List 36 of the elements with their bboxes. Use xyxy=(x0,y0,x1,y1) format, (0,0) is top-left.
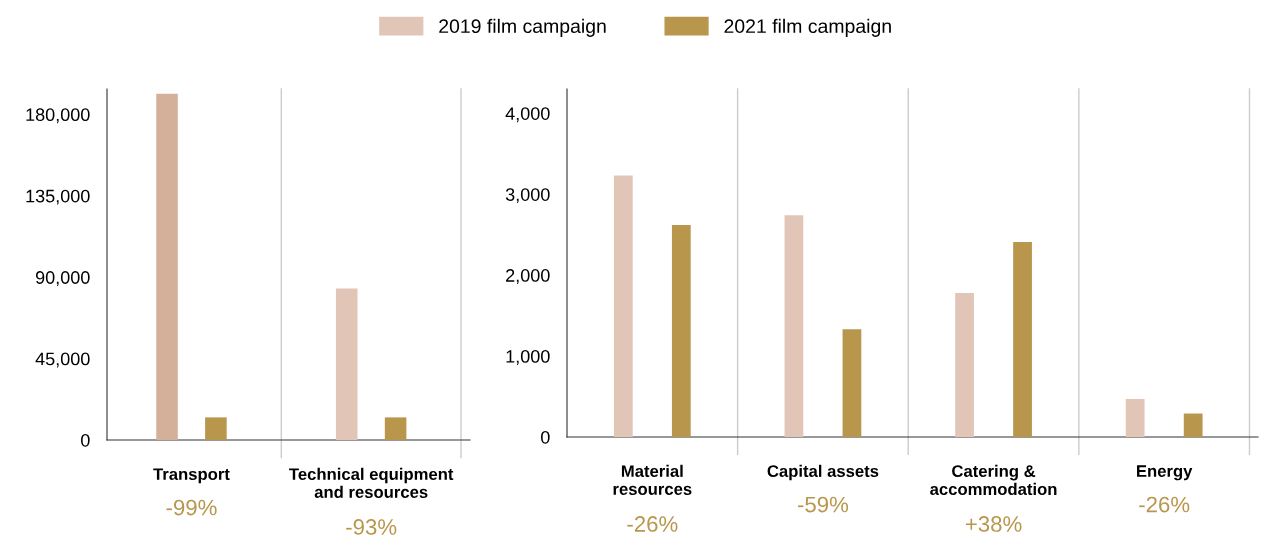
x-tick-label: Capital assets xyxy=(767,464,879,481)
y-tick-label: 3,000 xyxy=(505,188,550,204)
legend-label: 2019 film campaign xyxy=(439,18,606,37)
y-tick-label: 1,000 xyxy=(506,350,550,365)
bar xyxy=(384,417,407,440)
text: -93% xyxy=(346,519,397,535)
legend-label: 2021 film campaign xyxy=(724,18,891,37)
bar xyxy=(955,292,974,437)
text: -59% xyxy=(797,496,849,513)
bar xyxy=(156,93,178,440)
text: -26% xyxy=(1139,496,1190,513)
bar xyxy=(842,329,862,437)
x-tick-label: Material resources xyxy=(613,464,692,495)
bar xyxy=(1125,398,1145,437)
y-tick-label: 2,000 xyxy=(506,269,550,284)
y-tick-label: 4,000 xyxy=(505,107,550,123)
x-tick-label: Energy xyxy=(1137,465,1193,481)
bar xyxy=(205,417,227,440)
bar xyxy=(784,215,804,437)
y-tick-label: 45,000 xyxy=(35,352,90,368)
y-tick-label: 90,000 xyxy=(35,271,90,287)
bar xyxy=(613,175,633,437)
text: -99% xyxy=(166,499,217,516)
x-tick-label: Technical equipment and resources xyxy=(289,467,454,498)
text: -26% xyxy=(627,516,678,532)
bar xyxy=(1013,241,1032,437)
x-tick-label: Catering & accommodation xyxy=(930,464,1057,496)
text: +38% xyxy=(965,516,1022,532)
bar xyxy=(1183,413,1203,437)
bar xyxy=(335,288,358,440)
bar xyxy=(671,224,691,437)
x-tick-label: Transport xyxy=(153,468,230,484)
y-tick-label: 180,000 xyxy=(26,108,90,124)
y-tick-label: 135,000 xyxy=(26,189,90,205)
y-tick-label: 0 xyxy=(541,430,550,444)
y-tick-label: 0 xyxy=(81,433,90,447)
